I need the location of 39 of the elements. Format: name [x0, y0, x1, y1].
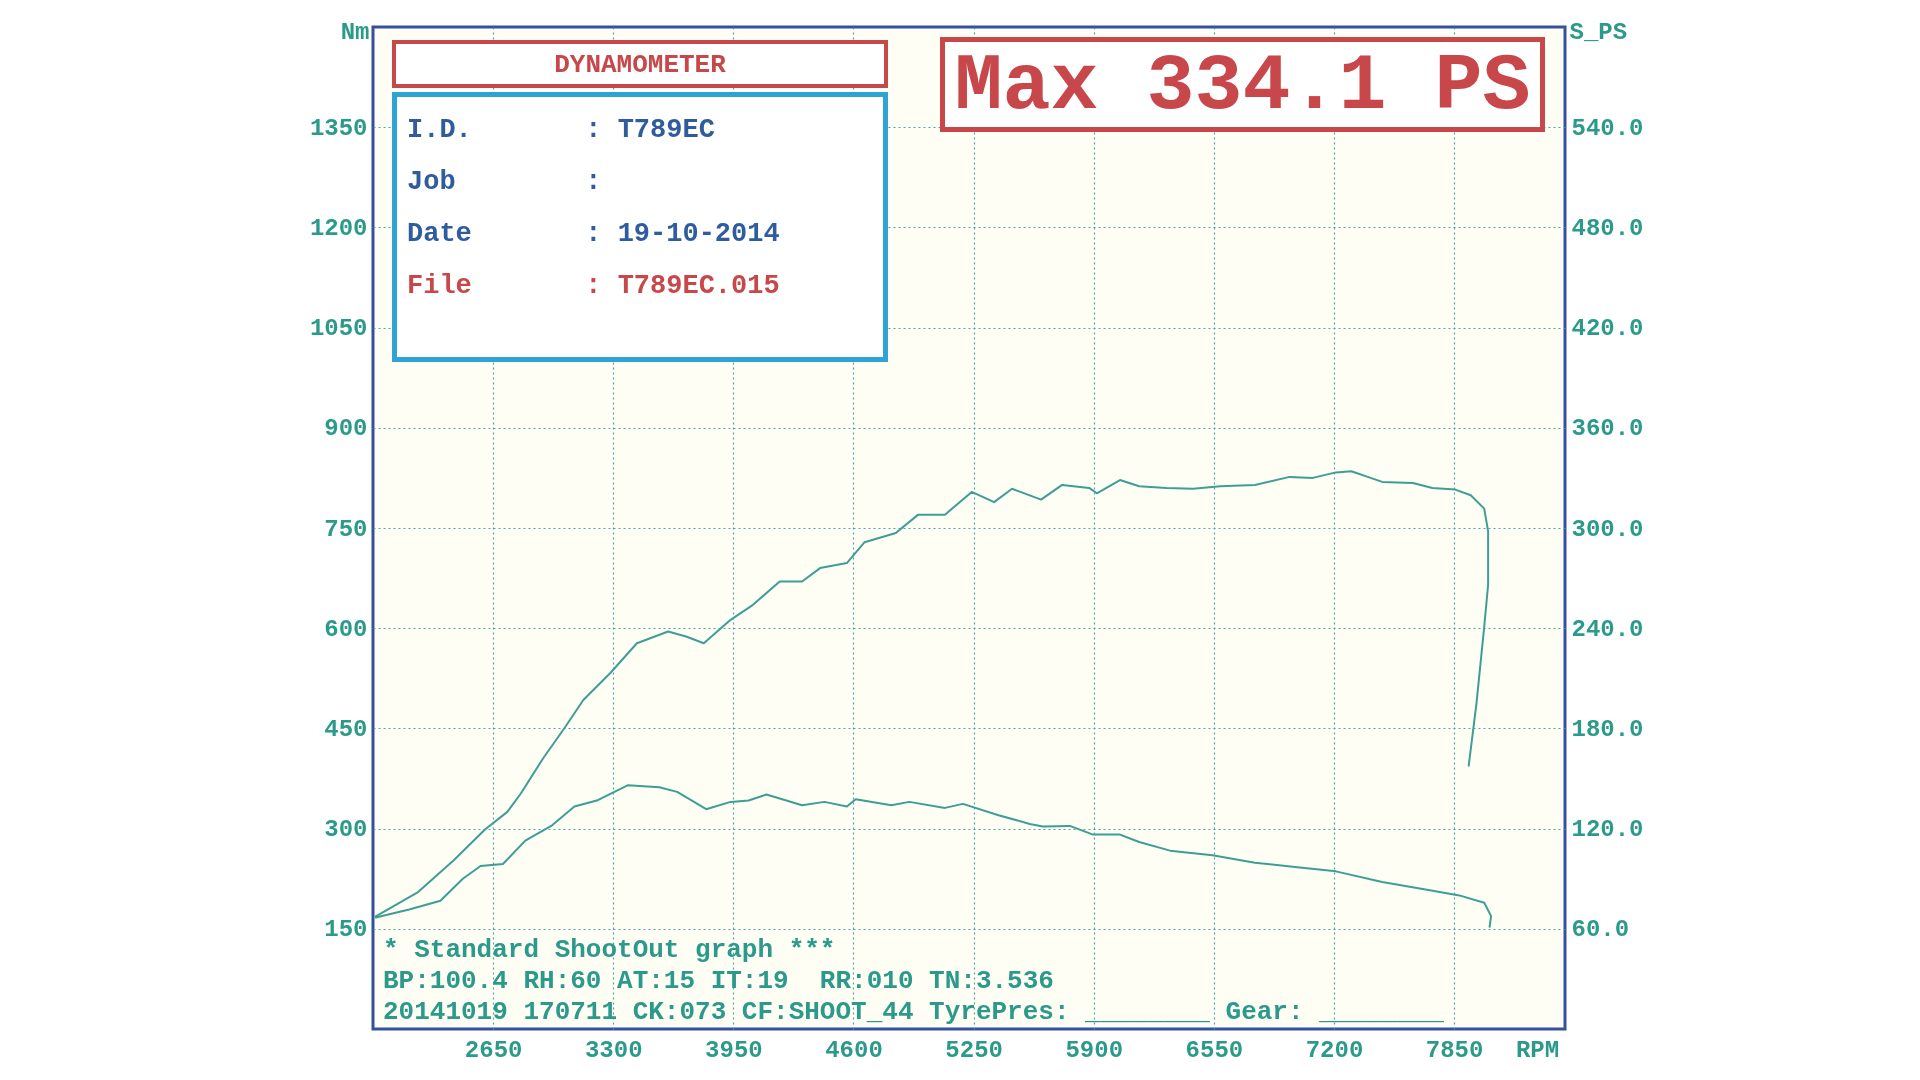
annotation: Job : [407, 167, 602, 197]
x-axis-title: RPM [1515, 1036, 1560, 1064]
y2-tick-label: 60.0 [1571, 916, 1630, 944]
y-tick-label: 1050 [309, 315, 368, 343]
y2-tick-label: 120.0 [1571, 816, 1644, 844]
y-tick-label: 600 [324, 615, 368, 643]
y-tick-label: 300 [324, 816, 368, 844]
y-tick-label: 900 [324, 415, 368, 443]
x-tick-label: 5250 [945, 1036, 1003, 1064]
annotation: File : T789EC.015 [407, 271, 780, 301]
annotation: * Standard ShootOut graph *** [383, 935, 836, 965]
y2-tick-label: 360.0 [1571, 415, 1644, 443]
x-tick-label: 7200 [1305, 1036, 1364, 1064]
y2-axis-title: S_PS [1569, 18, 1628, 46]
max-frame: Max 334.1 PS [940, 37, 1545, 132]
x-tick-label: 4600 [825, 1036, 883, 1064]
y2-tick-label: 480.0 [1571, 214, 1644, 242]
y-tick-label: 1200 [309, 214, 368, 242]
y2-tick-label: 300.0 [1571, 515, 1644, 543]
y2-tick-label: 540.0 [1571, 114, 1644, 142]
y-tick-label: 450 [324, 715, 368, 743]
annotation: I.D. : T789EC [407, 115, 715, 145]
y-tick-label: 150 [324, 916, 368, 944]
y-tick-label: 1350 [309, 114, 368, 142]
x-tick-label: 3950 [705, 1036, 763, 1064]
y2-tick-label: 240.0 [1571, 615, 1644, 643]
y-tick-label: 750 [324, 515, 368, 543]
y-axis-title: Nm [340, 18, 370, 46]
title-frame: DYNAMOMETER [392, 40, 888, 88]
y2-tick-label: 420.0 [1571, 315, 1644, 343]
annotation: BP:100.4 RH:60 AT:15 IT:19 RR:010 TN:3.536 [383, 966, 1054, 996]
x-tick-label: 3300 [584, 1036, 643, 1064]
x-tick-label: 6550 [1185, 1036, 1244, 1064]
x-tick-label: 2650 [464, 1036, 523, 1064]
annotation: 20141019 170711 CK:073 CF:SHOOT_44 TyrePres: ________ Gear: ________ [383, 997, 1445, 1027]
y2-tick-label: 180.0 [1571, 715, 1644, 743]
x-tick-label: 7850 [1425, 1036, 1484, 1064]
annotation: Date : 19-10-2014 [407, 219, 780, 249]
x-tick-label: 5900 [1065, 1036, 1124, 1064]
